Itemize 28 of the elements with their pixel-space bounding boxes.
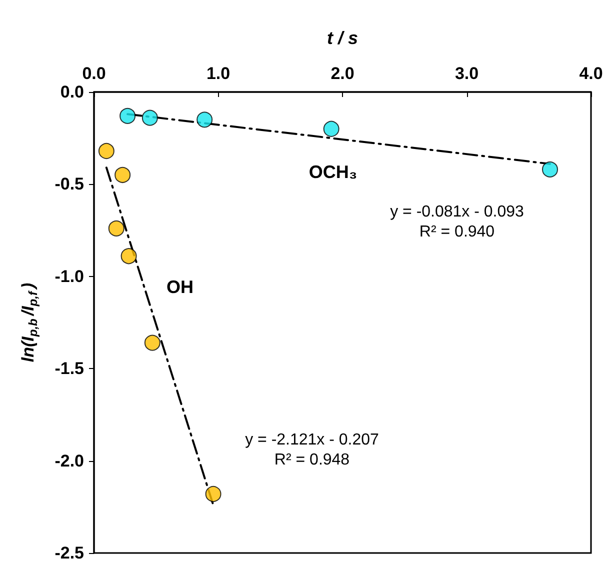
y-tick-label: -0.5 <box>54 174 84 194</box>
y-axis-title: ln(Ip,b/Ip,f) <box>18 282 40 362</box>
y-tick-label: -2.0 <box>54 451 84 470</box>
point <box>196 112 213 128</box>
point <box>108 220 124 236</box>
point <box>205 486 222 502</box>
x-tick-label: 2.0 <box>330 64 354 83</box>
series-label: OCH₃ <box>308 162 358 182</box>
x-tick-label: 1.0 <box>206 64 230 83</box>
point <box>120 108 136 124</box>
x-tick-label: 3.0 <box>454 64 479 83</box>
x-tick-label: 4.0 <box>579 64 603 83</box>
annotation: y = -2.121x - 0.207 R² = 0.948 <box>245 432 380 468</box>
x-tick-label: 0.0 <box>82 64 106 83</box>
point <box>114 166 131 183</box>
y-tick-label: -1.0 <box>54 266 84 286</box>
y-tick-label: 0.0 <box>60 82 84 102</box>
point <box>144 334 160 351</box>
y-tick-label: -2.5 <box>54 544 84 562</box>
y-tick-label: -1.5 <box>54 359 84 378</box>
x-axis-title: t / s <box>326 28 358 48</box>
point <box>323 120 340 137</box>
point <box>142 110 158 126</box>
point <box>120 248 137 264</box>
series-label: OH <box>166 277 194 297</box>
point <box>98 143 114 160</box>
point <box>542 161 558 178</box>
annotation: y = -0.081x - 0.093 R² = 0.940 <box>390 204 524 240</box>
